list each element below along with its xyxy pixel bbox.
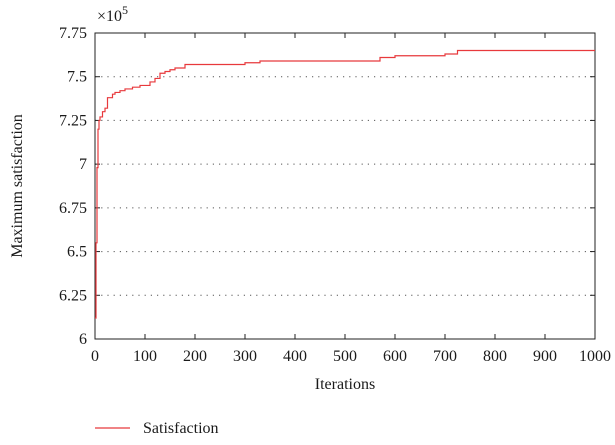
x-tick-label: 100 xyxy=(133,348,157,365)
y-axis-label: Maximum satisfaction xyxy=(9,114,26,258)
x-tick-label: 700 xyxy=(433,348,457,365)
x-tick-label: 800 xyxy=(483,348,507,365)
labels-layer: 6 6.25 6.5 6.75 7 7.25 7.5 7.75 0 100 200 300 400 500… xyxy=(9,3,611,393)
axes xyxy=(94,32,596,340)
x-tick-label: 200 xyxy=(183,348,207,365)
y-axis-multiplier: ×105 xyxy=(97,3,128,25)
series-layer xyxy=(95,49,595,319)
y-tick-label: 7.75 xyxy=(59,25,87,42)
y-tick-label: 7 xyxy=(79,156,87,173)
grid-lines xyxy=(95,76,595,296)
x-axis-label: Iterations xyxy=(315,376,375,393)
x-tick-label: 0 xyxy=(91,348,99,365)
x-tick-label: 400 xyxy=(283,348,307,365)
legend: Satisfaction xyxy=(95,420,219,437)
y-tick-label: 6.75 xyxy=(59,200,87,217)
y-tick-label: 6.5 xyxy=(67,244,87,261)
plot-frame xyxy=(94,32,596,340)
legend-label: Satisfaction xyxy=(143,420,219,437)
x-tick-label: 600 xyxy=(383,348,407,365)
y-tick-label: 6.25 xyxy=(59,287,87,304)
y-tick-label: 6 xyxy=(79,331,87,348)
x-tick-label: 500 xyxy=(333,348,357,365)
x-tick-label: 1000 xyxy=(579,348,611,365)
x-tick-label: 900 xyxy=(533,348,557,365)
y-tick-label: 7.5 xyxy=(67,69,87,86)
x-tick-label: 300 xyxy=(233,348,257,365)
y-tick-label: 7.25 xyxy=(59,112,87,129)
series-line-satisfaction xyxy=(95,49,595,319)
